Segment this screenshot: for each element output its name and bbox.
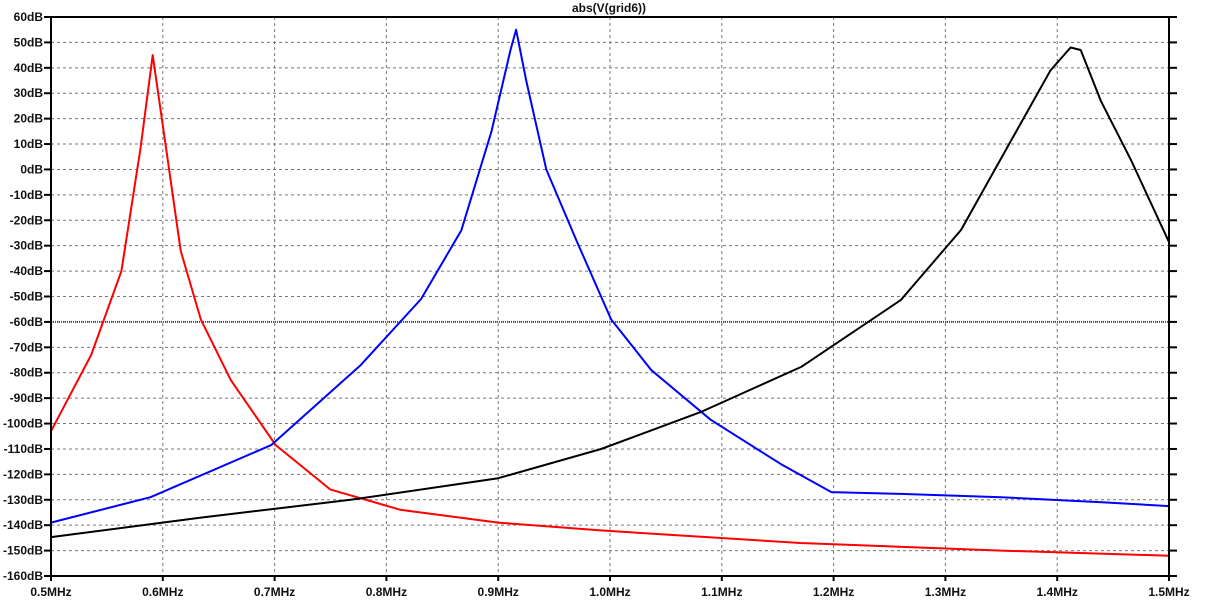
y-tick-label: -110dB	[4, 442, 44, 456]
x-axis-labels: 0.5MHz 0.6MHz 0.7MHz 0.8MHz 0.9MHz 1.0MHz 1.1M…	[30, 585, 1189, 599]
y-axis-labels: 60dB 50dB 40dB 30dB 20dB 10dB 0dB -10dB -20dB -30…	[3, 10, 43, 583]
chart-title: abs(V(grid6))	[572, 1, 646, 15]
x-tick-label: 0.6MHz	[142, 585, 183, 599]
series-line-1	[50, 28, 1170, 524]
x-tick-label: 1.0MHz	[589, 585, 630, 599]
y-tick-label: -130dB	[3, 493, 43, 507]
x-tick-label: 1.2MHz	[813, 585, 854, 599]
x-tick-label: 0.5MHz	[30, 585, 71, 599]
y-tick-label: -150dB	[3, 544, 43, 558]
y-tick-label: -40dB	[10, 264, 44, 278]
x-tick-label: 1.4MHz	[1037, 585, 1078, 599]
y-tick-label: -90dB	[10, 391, 44, 405]
series-group	[50, 28, 1170, 557]
x-tick-label: 1.1MHz	[701, 585, 742, 599]
y-tick-label: -100dB	[3, 417, 43, 431]
grid	[51, 17, 1169, 576]
series-line-2	[50, 46, 1170, 539]
y-tick-label: 50dB	[14, 35, 44, 49]
series-line-0	[50, 54, 1170, 557]
y-tick-label: -30dB	[10, 239, 44, 253]
y-tick-label: -50dB	[10, 290, 44, 304]
y-tick-label: -10dB	[10, 188, 44, 202]
y-tick-label: -140dB	[3, 518, 43, 532]
axis-ticks	[44, 16, 1177, 581]
y-tick-label: -70dB	[10, 340, 44, 354]
y-tick-label: -20dB	[10, 213, 44, 227]
y-tick-label: 0dB	[20, 162, 43, 176]
x-tick-label: 1.3MHz	[925, 585, 966, 599]
x-tick-label: 1.5MHz	[1148, 585, 1189, 599]
y-tick-label: 30dB	[14, 86, 44, 100]
y-tick-label: -120dB	[3, 467, 43, 481]
x-tick-label: 0.9MHz	[478, 585, 519, 599]
y-tick-label: 10dB	[14, 137, 44, 151]
y-tick-label: 20dB	[14, 112, 44, 126]
x-tick-label: 0.7MHz	[254, 585, 295, 599]
x-tick-label: 0.8MHz	[366, 585, 407, 599]
y-tick-label: -80dB	[10, 366, 44, 380]
y-tick-label: 40dB	[14, 61, 44, 75]
y-tick-label: -60dB	[10, 315, 44, 329]
y-tick-label: -160dB	[3, 569, 43, 583]
y-tick-label: 60dB	[14, 10, 44, 24]
